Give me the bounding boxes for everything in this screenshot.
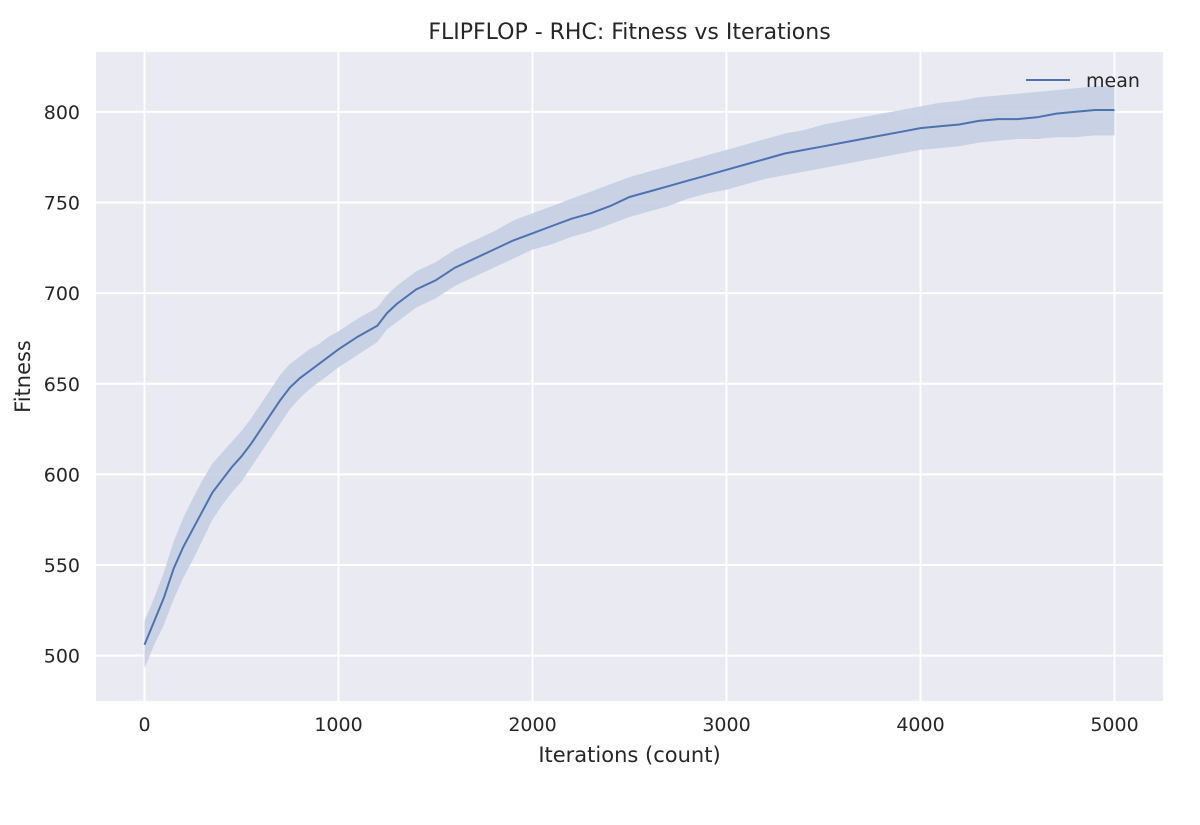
series-line-mean bbox=[143, 109, 1115, 646]
y-tick-label: 500 bbox=[44, 646, 80, 668]
plot-background bbox=[96, 52, 1163, 701]
x-tick-label: 0 bbox=[138, 714, 150, 736]
confidence-band bbox=[144, 86, 1115, 669]
y-tick-label: 550 bbox=[44, 555, 80, 577]
x-axis-ticks: 0 1000 2000 3000 4000 5000 bbox=[138, 714, 1138, 736]
y-axis-ticks: 500 550 600 650 700 750 800 bbox=[44, 102, 80, 668]
x-tick-label: 2000 bbox=[508, 714, 556, 736]
y-tick-label: 800 bbox=[44, 102, 80, 124]
legend: mean bbox=[1026, 70, 1140, 92]
x-tick-label: 5000 bbox=[1090, 714, 1138, 736]
x-tick-label: 4000 bbox=[896, 714, 944, 736]
x-tick-label: 3000 bbox=[702, 714, 750, 736]
y-tick-label: 600 bbox=[44, 464, 80, 486]
y-tick-label: 750 bbox=[44, 192, 80, 214]
chart-title: FLIPFLOP - RHC: Fitness vs Iterations bbox=[428, 20, 830, 45]
x-tick-label: 1000 bbox=[314, 714, 362, 736]
y-tick-label: 700 bbox=[44, 283, 80, 305]
y-tick-label: 650 bbox=[44, 374, 80, 396]
x-axis-label: Iterations (count) bbox=[538, 743, 720, 767]
legend-label-mean: mean bbox=[1086, 70, 1140, 92]
y-axis-label: Fitness bbox=[11, 340, 35, 413]
